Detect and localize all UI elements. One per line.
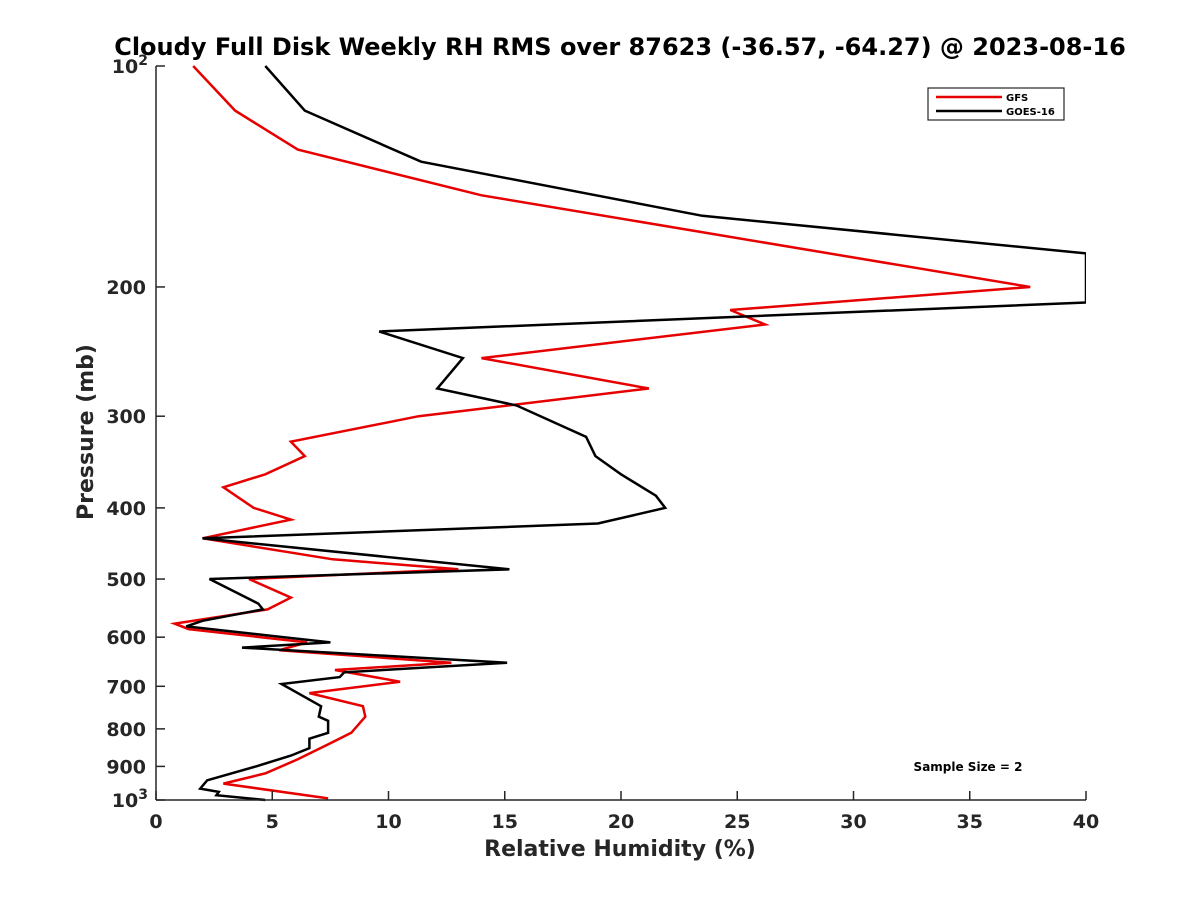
plot-frame [156,66,1086,800]
y-tick-label: 900 [106,756,146,778]
y-tick-label: 600 [106,627,146,649]
y-axis-ticks: 102 200 300 400 500 600 700 800 900 103 [106,53,165,812]
legend: GFS GOES-16 [927,87,1065,121]
y-tick-label: 300 [106,406,146,428]
legend-label-goes16: GOES-16 [1006,107,1055,118]
x-axis-label: Relative Humidity (%) [484,837,756,862]
chart-title: Cloudy Full Disk Weekly RH RMS over 8762… [114,33,1126,61]
x-tick-label: 30 [840,811,866,833]
x-tick-label: 35 [957,811,983,833]
y-tick-label: 800 [106,719,146,741]
y-axis-label: Pressure (mb) [74,344,99,520]
x-tick-label: 10 [375,811,401,833]
x-tick-label: 0 [149,811,162,833]
series-line-goes16 [185,65,1086,802]
plot-area: 0 5 10 15 20 25 30 35 40 102 200 300 400 500 600 700 80… [106,53,1099,833]
x-axis-ticks: 0 5 10 15 20 25 30 35 40 [149,791,1099,833]
y-tick-label: 400 [106,498,146,520]
x-tick-label: 25 [724,811,750,833]
series-layer [169,65,1086,802]
y-tick-label: 200 [106,277,146,299]
legend-label-gfs: GFS [1006,93,1028,104]
y-tick-label: 103 [112,787,148,812]
legend-box [927,87,1065,121]
y-tick-label: 500 [106,569,146,591]
x-tick-label: 20 [608,811,634,833]
x-tick-label: 5 [266,811,279,833]
y-tick-label: 102 [112,53,148,78]
x-tick-label: 40 [1073,811,1099,833]
x-tick-label: 15 [492,811,518,833]
y-tick-label: 700 [106,676,146,698]
sample-size-annotation: Sample Size = 2 [914,760,1023,774]
